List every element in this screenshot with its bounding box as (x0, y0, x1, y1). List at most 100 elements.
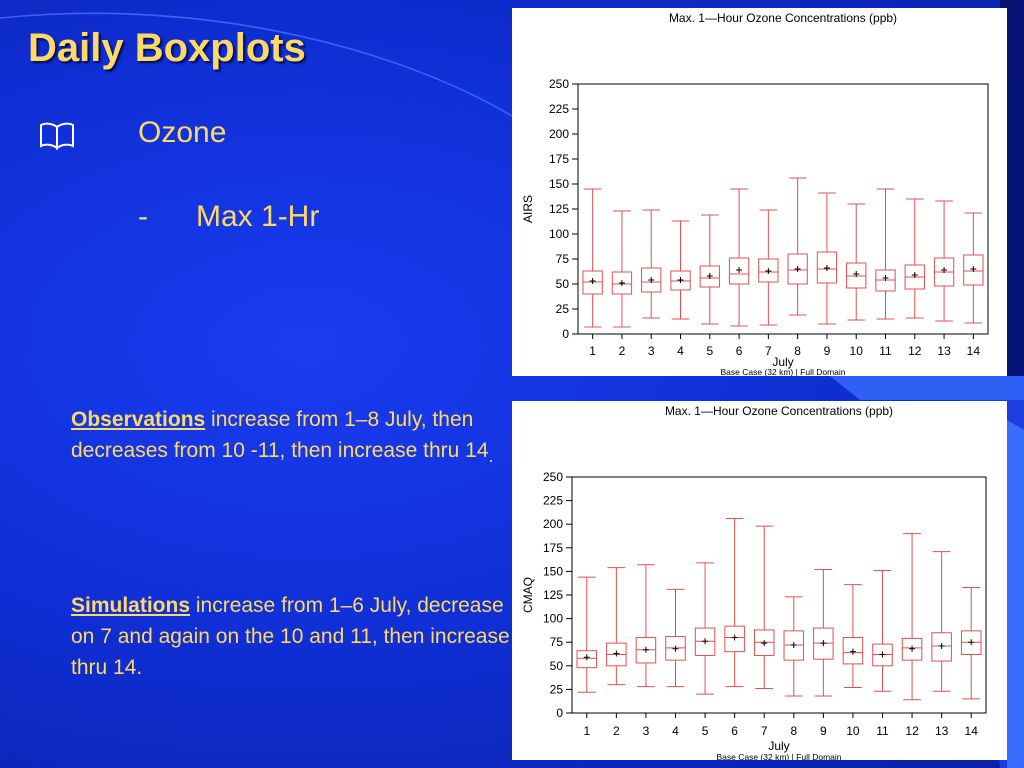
observations-note: Observations increase from 1–8 July, the… (71, 404, 511, 472)
x-tick-label: 2 (619, 344, 626, 358)
y-tick-label: 175 (549, 152, 569, 166)
x-tick-label: 10 (846, 724, 860, 738)
chart-footnote: Base Case (32 km) | Full Domain (716, 752, 841, 760)
y-tick-label: 100 (543, 612, 563, 626)
plot-frame (577, 83, 989, 335)
mean-marker (968, 639, 975, 646)
mean-marker (761, 640, 768, 647)
sub-bullet-dash: - (138, 200, 148, 233)
y-tick-label: 0 (562, 327, 569, 341)
plot-frame (571, 476, 987, 714)
chart-title: Max. 1—Hour Ozone Concentrations (ppb) (669, 11, 897, 25)
mean-marker (765, 268, 772, 274)
observations-tail: . (488, 446, 494, 467)
y-tick-label: 250 (543, 470, 563, 484)
x-tick-label: 14 (967, 344, 981, 358)
mean-marker (672, 645, 679, 652)
y-tick-label: 100 (549, 227, 569, 241)
y-tick-label: 200 (543, 517, 563, 531)
mean-marker (941, 267, 948, 273)
y-tick-label: 75 (550, 635, 564, 649)
x-tick-label: 11 (876, 724, 889, 738)
mean-marker (583, 654, 590, 661)
slide-title: Daily Boxplots (28, 26, 306, 70)
open-book-icon (40, 122, 74, 150)
mean-marker (731, 634, 738, 641)
simulations-text: increase from 1–6 July, decrease on 7 an… (71, 594, 510, 679)
y-tick-label: 125 (543, 588, 563, 602)
mean-marker (589, 278, 596, 284)
x-axis-label: July (772, 355, 793, 369)
x-tick-label: 13 (937, 344, 951, 358)
x-tick-label: 7 (765, 344, 772, 358)
y-tick-label: 25 (556, 302, 570, 316)
y-tick-label: 0 (556, 706, 563, 720)
mean-marker (909, 645, 916, 652)
y-tick-label: 175 (543, 541, 563, 555)
x-tick-label: 9 (824, 344, 831, 358)
airs-boxplot-panel: Max. 1—Hour Ozone Concentrations (ppb) 0 2… (512, 8, 1007, 376)
x-tick-label: 10 (850, 344, 864, 358)
y-tick-label: 225 (549, 102, 569, 116)
mean-marker (938, 642, 945, 649)
mean-marker (911, 272, 918, 278)
mean-marker (849, 648, 856, 655)
chart-footnote: Base Case (32 km) | Full Domain (720, 367, 845, 376)
y-tick-label: 150 (543, 564, 563, 578)
x-tick-label: 4 (677, 344, 684, 358)
mean-marker (613, 650, 620, 657)
y-tick-label: 150 (549, 177, 569, 191)
x-tick-label: 12 (905, 724, 919, 738)
observations-heading: Observations (71, 408, 206, 431)
x-tick-label: 6 (731, 724, 738, 738)
x-tick-label: 9 (820, 724, 827, 738)
x-tick-label: 2 (613, 724, 620, 738)
mean-marker (706, 273, 713, 279)
y-tick-label: 225 (543, 494, 563, 508)
mean-marker (882, 275, 889, 281)
x-tick-label: 6 (736, 344, 743, 358)
mean-marker (970, 266, 977, 272)
x-tick-label: 3 (648, 344, 655, 358)
x-tick-label: 5 (702, 724, 709, 738)
simulations-heading: Simulations (71, 594, 191, 617)
mean-marker (642, 646, 649, 653)
y-tick-label: 125 (549, 202, 569, 216)
y-tick-label: 200 (549, 127, 569, 141)
x-tick-label: 12 (908, 344, 922, 358)
x-tick-label: 7 (761, 724, 768, 738)
mean-marker (790, 642, 797, 649)
y-tick-label: 50 (556, 277, 570, 291)
x-tick-label: 3 (643, 724, 650, 738)
cmaq-boxplot-panel: Max. 1—Hour Ozone Concentrations (ppb) 0 2… (512, 401, 1007, 760)
x-tick-label: 13 (935, 724, 949, 738)
chart-title: Max. 1—Hour Ozone Concentrations (ppb) (665, 404, 893, 418)
x-tick-label: 4 (672, 724, 679, 738)
mean-marker (736, 267, 743, 273)
mean-marker (618, 280, 625, 286)
y-tick-label: 25 (550, 682, 564, 696)
observations-text: increase from 1–8 July, then decreases f… (71, 408, 489, 462)
mean-marker (820, 640, 827, 647)
x-axis-label: July (768, 739, 789, 753)
mean-marker (823, 265, 830, 271)
bullet-ozone: Ozone (138, 116, 227, 149)
x-tick-label: 8 (790, 724, 797, 738)
mean-marker (648, 277, 655, 283)
mean-marker (702, 638, 709, 645)
x-tick-label: 14 (965, 724, 979, 738)
simulations-note: Simulations increase from 1–6 July, decr… (71, 590, 511, 683)
mean-marker (677, 277, 684, 283)
x-tick-label: 11 (879, 344, 892, 358)
airs-boxplot-chart: Max. 1—Hour Ozone Concentrations (ppb) 0 2… (521, 11, 989, 376)
y-axis-label: CMAQ (521, 577, 535, 613)
cmaq-boxplot-chart: Max. 1—Hour Ozone Concentrations (ppb) 0 2… (521, 404, 987, 760)
x-tick-label: 1 (589, 344, 596, 358)
mean-marker (794, 266, 801, 272)
x-tick-label: 5 (706, 344, 713, 358)
mean-marker (879, 651, 886, 658)
x-tick-label: 1 (583, 724, 590, 738)
y-tick-label: 50 (550, 659, 564, 673)
x-tick-label: 8 (794, 344, 801, 358)
mean-marker (853, 271, 860, 277)
